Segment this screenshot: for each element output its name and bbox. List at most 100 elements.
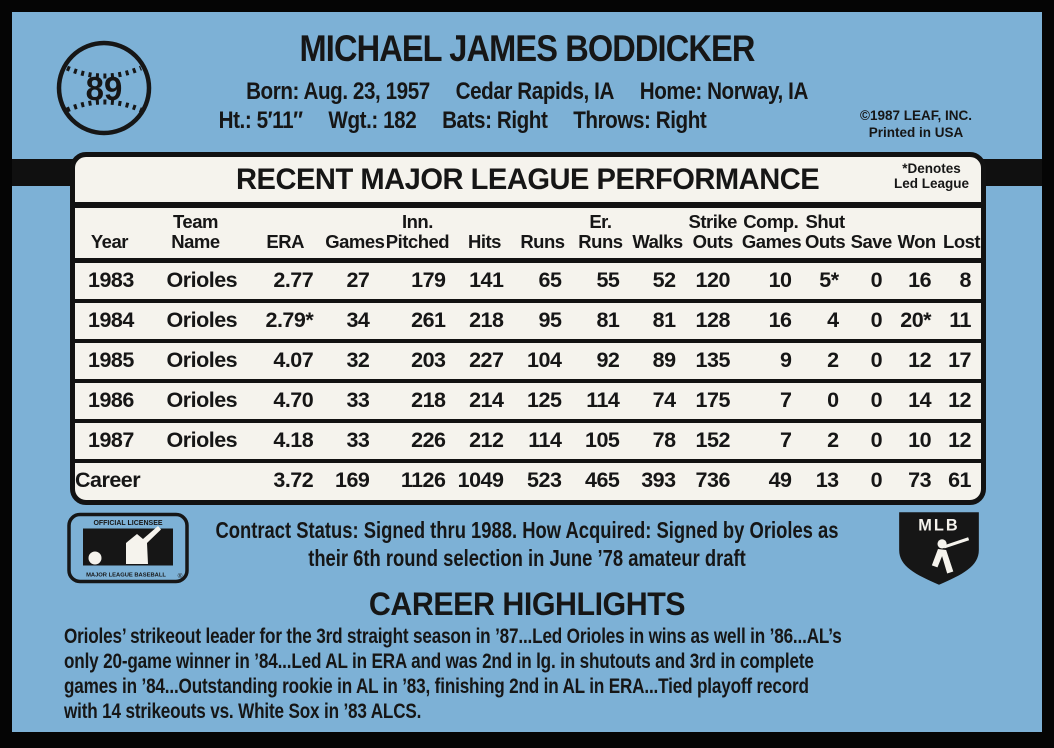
cell-innings: 218 (379, 380, 456, 423)
bio-birthplace: Cedar Rapids, IA (455, 78, 615, 105)
cell-saves: 0 (848, 340, 893, 383)
cell-strikeouts: 175 (685, 380, 740, 423)
cell-year: 1986 (75, 380, 144, 423)
cell-strikeouts: 128 (685, 300, 740, 343)
col-header-complete-games: Comp. Games (739, 208, 802, 263)
baseball-card-number-icon: 89 (56, 40, 152, 136)
performance-table: Year Team Name ERA Games Inn. Pitched Hi… (75, 208, 981, 499)
col-header-lost: Lost (941, 208, 981, 263)
cell-lost: 11 (941, 300, 981, 343)
cell-lost: 17 (941, 340, 981, 383)
col-header-strikeouts: Strike Outs (685, 208, 740, 263)
cell-earned-runs: 105 (571, 420, 630, 463)
cell-year: 1983 (75, 260, 144, 303)
cell-won: 12 (892, 340, 942, 383)
cell-innings: 226 (379, 420, 456, 463)
cell-hits: 212 (455, 420, 514, 463)
cell-era: 4.70 (247, 380, 324, 423)
cell-saves: 0 (848, 300, 893, 343)
contract-line-1: Contract Status: Signed thru 1988. How A… (215, 517, 839, 543)
cell-saves: 0 (848, 260, 893, 303)
cell-runs: 95 (513, 300, 572, 343)
cell-shutouts: 0 (801, 380, 849, 423)
career-highlights-text: Orioles’ strikeout leader for the 3rd st… (64, 625, 842, 723)
table-row-career: Career 3.72 169 1126 1049 523 465 393 73… (75, 461, 981, 499)
col-header-games: Games (323, 208, 385, 263)
cell-walks: 393 (641, 468, 676, 493)
cell-earned-runs: 81 (571, 300, 630, 343)
col-header-earned-runs: Er. Runs (571, 208, 630, 263)
cell-era: 4.07 (247, 340, 324, 383)
cell-walks: 81 (629, 300, 686, 343)
cell-saves: 0 (848, 380, 893, 423)
col-header-hits: Hits (455, 208, 514, 263)
performance-title-bar: RECENT MAJOR LEAGUE PERFORMANCE *Denotes… (75, 157, 981, 208)
cell-team: Orioles (143, 380, 248, 423)
table-row-1983: 1983 Orioles 2.77 27 179 141 65 55 52 12… (75, 260, 981, 303)
bio-height: Ht.: 5′11″ (218, 107, 303, 134)
cell-games: 169 (335, 468, 370, 493)
led-league-note: *Denotes Led League (893, 161, 969, 191)
cell-saves: 0 (848, 420, 893, 463)
cell-lost: 12 (941, 380, 981, 423)
cell-walks: 52 (629, 260, 686, 303)
performance-title: RECENT MAJOR LEAGUE PERFORMANCE (236, 162, 820, 196)
cell-hits: 214 (455, 380, 514, 423)
cell-games: 27 (323, 260, 380, 303)
cell-runs: 125 (513, 380, 572, 423)
cell-era: 3.72 (273, 468, 314, 493)
cell-walks: 74 (629, 380, 686, 423)
cell-complete-games: 9 (739, 340, 802, 383)
col-header-year: Year (75, 208, 144, 263)
col-header-era: ERA (247, 208, 324, 263)
cell-runs: 114 (513, 420, 572, 463)
cell-shutouts: 13 (815, 468, 839, 493)
card-number: 89 (86, 70, 123, 107)
cell-hits: 1049 (457, 468, 504, 493)
cell-team (144, 461, 247, 499)
cell-shutouts: 5* (801, 260, 849, 303)
cell-complete-games: 7 (739, 420, 802, 463)
cell-won: 10 (892, 420, 942, 463)
cell-won: 16 (892, 260, 942, 303)
cell-era: 2.77 (247, 260, 324, 303)
copyright-line-2: Printed in USA (868, 124, 964, 140)
table-row-1986: 1986 Orioles 4.70 33 218 214 125 114 74 … (75, 380, 981, 423)
cell-saves: 0 (870, 468, 883, 493)
cell-won: 20* (892, 300, 942, 343)
cell-innings: 203 (379, 340, 456, 383)
cell-strikeouts: 120 (685, 260, 740, 303)
cell-walks: 89 (629, 340, 686, 383)
cell-shutouts: 2 (801, 420, 849, 463)
cell-strikeouts: 152 (685, 420, 740, 463)
contract-status: Contract Status: Signed thru 1988. How A… (12, 516, 1042, 572)
cell-era: 2.79* (247, 300, 324, 343)
col-header-walks: Walks (629, 208, 686, 263)
table-row-1985: 1985 Orioles 4.07 32 203 227 104 92 89 1… (75, 340, 981, 383)
performance-panel: RECENT MAJOR LEAGUE PERFORMANCE *Denotes… (70, 152, 986, 505)
cell-team: Orioles (143, 420, 248, 463)
player-name: MICHAEL JAMES BODDICKER (299, 28, 756, 69)
cell-innings: 261 (379, 300, 456, 343)
cell-innings: 1126 (400, 468, 446, 493)
cell-won: 73 (908, 468, 932, 493)
bio-bats: Bats: Right (442, 107, 548, 134)
table-row-1984: 1984 Orioles 2.79* 34 261 218 95 81 81 1… (75, 300, 981, 343)
cell-earned-runs: 92 (571, 340, 630, 383)
bio-home: Home: Norway, IA (639, 78, 809, 105)
cell-year: 1985 (75, 340, 144, 383)
cell-walks: 78 (629, 420, 686, 463)
cell-hits: 218 (455, 300, 514, 343)
cell-earned-runs: 55 (571, 260, 630, 303)
col-header-team: Team Name (143, 208, 248, 263)
cell-strikeouts: 135 (685, 340, 740, 383)
cell-hits: 227 (455, 340, 514, 383)
cell-won: 14 (892, 380, 942, 423)
cell-complete-games: 7 (739, 380, 802, 423)
bio-line-2: Ht.: 5′11″ Wgt.: 182 Bats: Right Throws:… (84, 107, 970, 135)
cell-complete-games: 49 (768, 468, 792, 493)
card-back: 89 MICHAEL JAMES BODDICKER Born: Aug. 23… (12, 12, 1042, 732)
cell-year: Career (75, 468, 141, 493)
cell-complete-games: 16 (739, 300, 802, 343)
